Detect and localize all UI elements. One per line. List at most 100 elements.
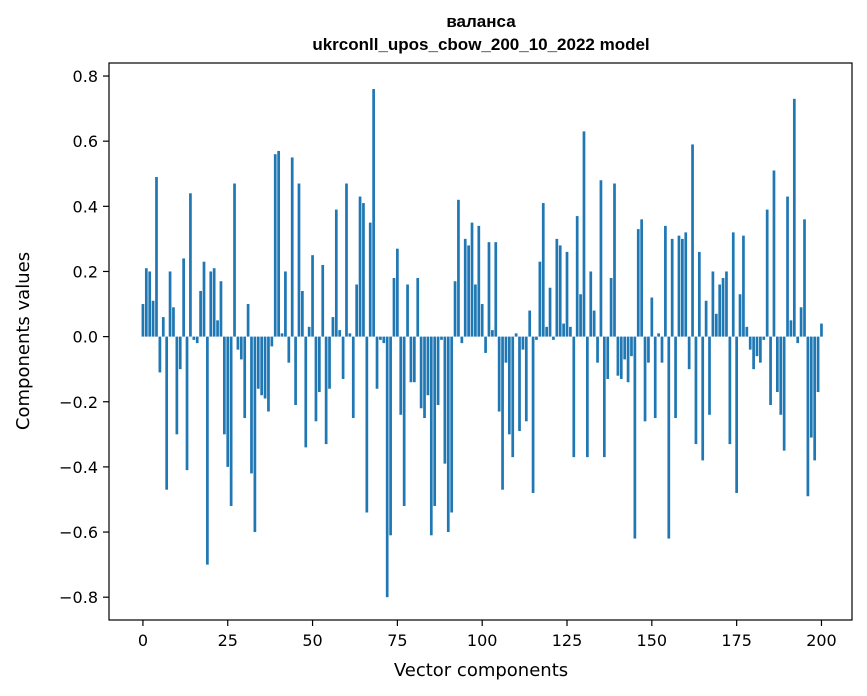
bar (450, 336, 454, 513)
bar (182, 258, 185, 337)
y-tick-label: 0.8 (73, 67, 98, 86)
bar (209, 271, 213, 337)
bar (759, 336, 762, 363)
bar (531, 336, 535, 493)
bar (253, 336, 257, 533)
bar (334, 209, 338, 337)
bar (460, 336, 464, 344)
bar (338, 330, 342, 337)
bar (626, 336, 630, 383)
bar (331, 317, 335, 337)
bar (429, 336, 433, 536)
bar (501, 336, 504, 490)
bar (664, 225, 667, 337)
bar (440, 336, 443, 340)
bar (189, 193, 192, 337)
bar (691, 144, 694, 337)
bar (148, 271, 152, 337)
bar (453, 281, 457, 337)
bar (552, 336, 555, 340)
bar (155, 177, 158, 337)
bar (463, 238, 467, 337)
bar (311, 255, 314, 337)
bar (175, 336, 179, 435)
bar (219, 281, 223, 337)
bar (375, 336, 379, 389)
bar (511, 336, 515, 458)
bar (718, 284, 722, 337)
bar (365, 336, 369, 513)
x-tick-label: 0 (138, 631, 148, 650)
bar (294, 336, 297, 406)
bar (212, 268, 216, 337)
bar (592, 310, 596, 337)
bar (528, 310, 532, 337)
bar (589, 271, 593, 337)
bar (423, 336, 426, 419)
bar (412, 336, 416, 383)
bar (470, 222, 474, 337)
bar (236, 336, 240, 350)
bar (521, 336, 525, 350)
bar (653, 336, 657, 419)
bar (368, 222, 372, 337)
bar (345, 183, 348, 337)
y-tick-label: 0.0 (73, 328, 98, 347)
bar (443, 336, 447, 464)
chart-title: валанса (446, 12, 516, 31)
bar (358, 196, 362, 337)
bar (267, 336, 270, 412)
bar (317, 336, 321, 392)
bar (222, 336, 226, 435)
bar (748, 336, 752, 350)
x-axis: 0 25 50 75 100 125 150 175 200 (138, 620, 837, 650)
bar (816, 336, 820, 392)
bar (630, 336, 633, 357)
bar (721, 277, 725, 337)
bar (216, 320, 219, 337)
bar (165, 336, 169, 490)
y-tick-label: 0.6 (73, 132, 98, 151)
bar (670, 238, 674, 337)
bar (813, 336, 817, 461)
x-tick-label: 25 (218, 631, 238, 650)
bar (372, 89, 375, 337)
bar (660, 336, 664, 363)
bar (494, 242, 498, 337)
bar (518, 336, 521, 432)
bar (284, 271, 287, 337)
bar (782, 336, 786, 451)
x-tick-label: 125 (552, 631, 583, 650)
bar (161, 317, 165, 337)
bar (263, 336, 267, 399)
y-tick-label: 0.4 (73, 197, 98, 216)
bar (392, 277, 396, 337)
bar (701, 336, 705, 461)
bar (243, 336, 247, 419)
bar (233, 183, 236, 337)
bar (650, 297, 654, 337)
bar (416, 277, 420, 337)
bar (799, 307, 803, 337)
y-tick-label: −0.4 (59, 458, 98, 477)
bar (507, 336, 511, 435)
bar (613, 183, 616, 337)
bar (487, 242, 491, 337)
bar (206, 336, 209, 565)
bar (731, 232, 735, 337)
bar (402, 336, 406, 506)
y-axis-label: Components values (13, 252, 34, 430)
bar (457, 199, 460, 337)
bar (667, 336, 671, 539)
bar (545, 326, 549, 337)
y-axis: 0.8 0.6 0.4 0.2 0.0 −0.2 −0.4 −0.6 −0.8 (59, 67, 109, 607)
bar (616, 336, 620, 376)
bar (633, 336, 637, 539)
bar (151, 300, 155, 337)
bar (755, 336, 759, 357)
bar (307, 326, 311, 337)
bar (569, 326, 572, 337)
x-axis-label: Vector components (394, 660, 568, 681)
plot-frame (108, 62, 853, 621)
bar (144, 268, 148, 337)
